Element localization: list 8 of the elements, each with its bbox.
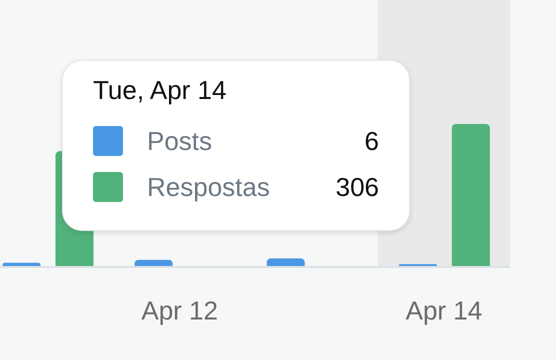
- bar: [452, 124, 490, 267]
- annotation: 306: [336, 172, 379, 202]
- x-tick-label: Apr 12: [141, 295, 218, 326]
- annotation: 6: [364, 126, 379, 156]
- legend-label: Respostas: [147, 172, 271, 202]
- x-tick-label: Apr 14: [406, 295, 482, 326]
- legend-title: Tue, Apr 14: [93, 75, 228, 106]
- legend-label: Posts: [147, 126, 214, 156]
